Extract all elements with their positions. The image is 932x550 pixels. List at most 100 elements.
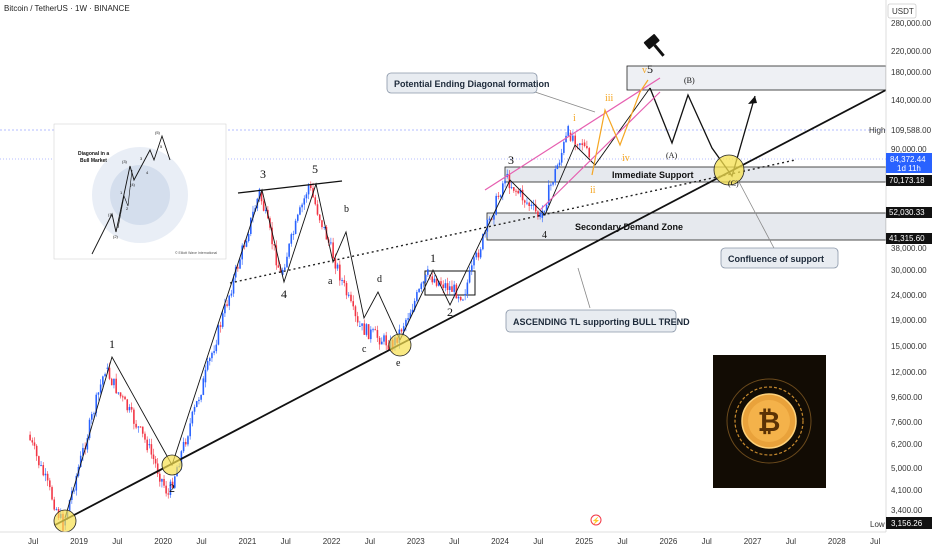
candle-body: [563, 142, 565, 153]
candle-body: [104, 374, 106, 377]
candle-body: [141, 426, 144, 434]
candle-body: [539, 213, 541, 217]
target-zone[interactable]: [626, 65, 887, 91]
candle-body: [117, 392, 120, 394]
candle-body: [537, 211, 539, 217]
candle-body: [108, 367, 111, 379]
currency-badge[interactable]: USDT: [887, 3, 917, 19]
svg-text:4: 4: [146, 170, 149, 175]
candle-body: [413, 300, 416, 310]
candle-body: [488, 218, 491, 220]
candle-body: [356, 316, 359, 323]
svg-text:(3): (3): [122, 159, 128, 164]
candle-body: [365, 324, 368, 335]
candle-body: [110, 378, 113, 386]
candle-body: [137, 426, 140, 428]
candle-body: [239, 259, 241, 269]
candle-body: [44, 473, 47, 476]
candle-body: [126, 399, 129, 411]
svg-text:ASCENDING TL supporting BULL T: ASCENDING TL supporting BULL TREND: [513, 317, 690, 327]
callout-ascending-tl[interactable]: ASCENDING TL supporting BULL TREND: [505, 309, 690, 333]
candle-body: [576, 144, 579, 146]
candle-body: [560, 152, 563, 163]
candle-body: [33, 442, 36, 446]
candle-body: [422, 281, 425, 284]
candle-body: [350, 294, 352, 302]
candle-body: [475, 252, 478, 258]
candle-body: [250, 217, 252, 234]
candle-body: [82, 447, 84, 456]
candle-body: [292, 233, 295, 235]
candle-body: [583, 142, 586, 146]
candle-body: [303, 198, 306, 205]
callout-ending-diagonal[interactable]: Potential Ending Diagonal formation: [386, 72, 550, 94]
time-axis[interactable]: Jul 2019 Jul 2020 Jul 2021 Jul 2022 Jul 2023 Jul 20…: [28, 537, 880, 546]
candle-body: [237, 267, 239, 269]
time-tick-label: 2019: [70, 537, 88, 546]
inset-diagonal-diagram: Diagonal in a Bull Market (1) (2) (3) (4…: [53, 123, 227, 260]
price-tick-label: 280,000.00: [891, 19, 932, 28]
candle-body: [446, 283, 449, 290]
candle-body: [191, 411, 194, 424]
svg-text:70,173.18: 70,173.18: [889, 176, 925, 185]
lightning-icon[interactable]: ⚡: [590, 514, 602, 526]
candle-body: [217, 325, 220, 345]
chart-title: Bitcoin / TetherUS · 1W · BINANCE: [4, 4, 130, 13]
candle-body: [457, 296, 460, 299]
candle-body: [381, 341, 383, 345]
price-tick-label: 24,000.00: [891, 291, 927, 300]
wave-label-B: (B): [684, 76, 695, 85]
candle-body: [195, 401, 198, 407]
candle-body: [288, 243, 290, 257]
candle-body: [258, 189, 261, 199]
ascending-trendline: [54, 89, 887, 526]
candle-body: [146, 439, 148, 451]
time-tick-label: Jul: [533, 537, 543, 546]
candle-body: [374, 329, 377, 331]
candle-body: [232, 277, 235, 294]
callout-pointer-tl: [577, 267, 591, 309]
candle-body: [167, 493, 170, 495]
candle-body: [90, 414, 93, 420]
candle-body: [407, 318, 409, 320]
candle-body: [482, 234, 484, 250]
price-axis[interactable]: 280,000.00 220,000.00 180,000.00 140,000.00…: [891, 19, 932, 515]
candle-body: [372, 329, 374, 331]
candle-body: [411, 309, 414, 313]
candle-body: [88, 419, 91, 439]
wave-label-b: b: [344, 204, 349, 215]
candle-body: [383, 335, 385, 342]
candle-body: [163, 479, 165, 486]
price-tick-label: 30,000.00: [891, 266, 927, 275]
candle-body: [46, 473, 49, 481]
candle-body: [556, 165, 559, 170]
price-tick-label: 12,000.00: [891, 368, 927, 377]
candle-body: [345, 283, 348, 296]
callout-confluence[interactable]: Confluence of support: [720, 247, 839, 269]
wave-label-1-2019: 1: [109, 337, 115, 351]
candle-body: [378, 337, 381, 345]
wave-path-main: [64, 182, 401, 519]
candle-body: [545, 204, 548, 211]
price-tick-label: 7,600.00: [891, 418, 923, 427]
wave-label-2-2023: 2: [447, 305, 453, 319]
candle-body: [493, 214, 495, 220]
candle-body: [279, 267, 282, 273]
candle-body: [486, 219, 489, 232]
candle-body: [321, 220, 323, 228]
subwave-label-iii: iii: [605, 93, 614, 104]
candle-body: [273, 244, 275, 246]
candle-body: [532, 204, 535, 206]
time-tick-label: Jul: [702, 537, 712, 546]
candle-body: [115, 378, 117, 394]
wave-label-5-top: 5: [647, 62, 653, 76]
consolidation-box-2021: [424, 270, 476, 296]
candle-body: [51, 487, 53, 500]
candle-body: [416, 292, 418, 301]
svg-text:5: 5: [160, 144, 163, 149]
candle-body: [49, 480, 51, 488]
time-tick-label: Jul: [28, 537, 38, 546]
badge-immediate-support: 70,173.18: [886, 175, 932, 186]
confluence-circle: [713, 154, 745, 186]
